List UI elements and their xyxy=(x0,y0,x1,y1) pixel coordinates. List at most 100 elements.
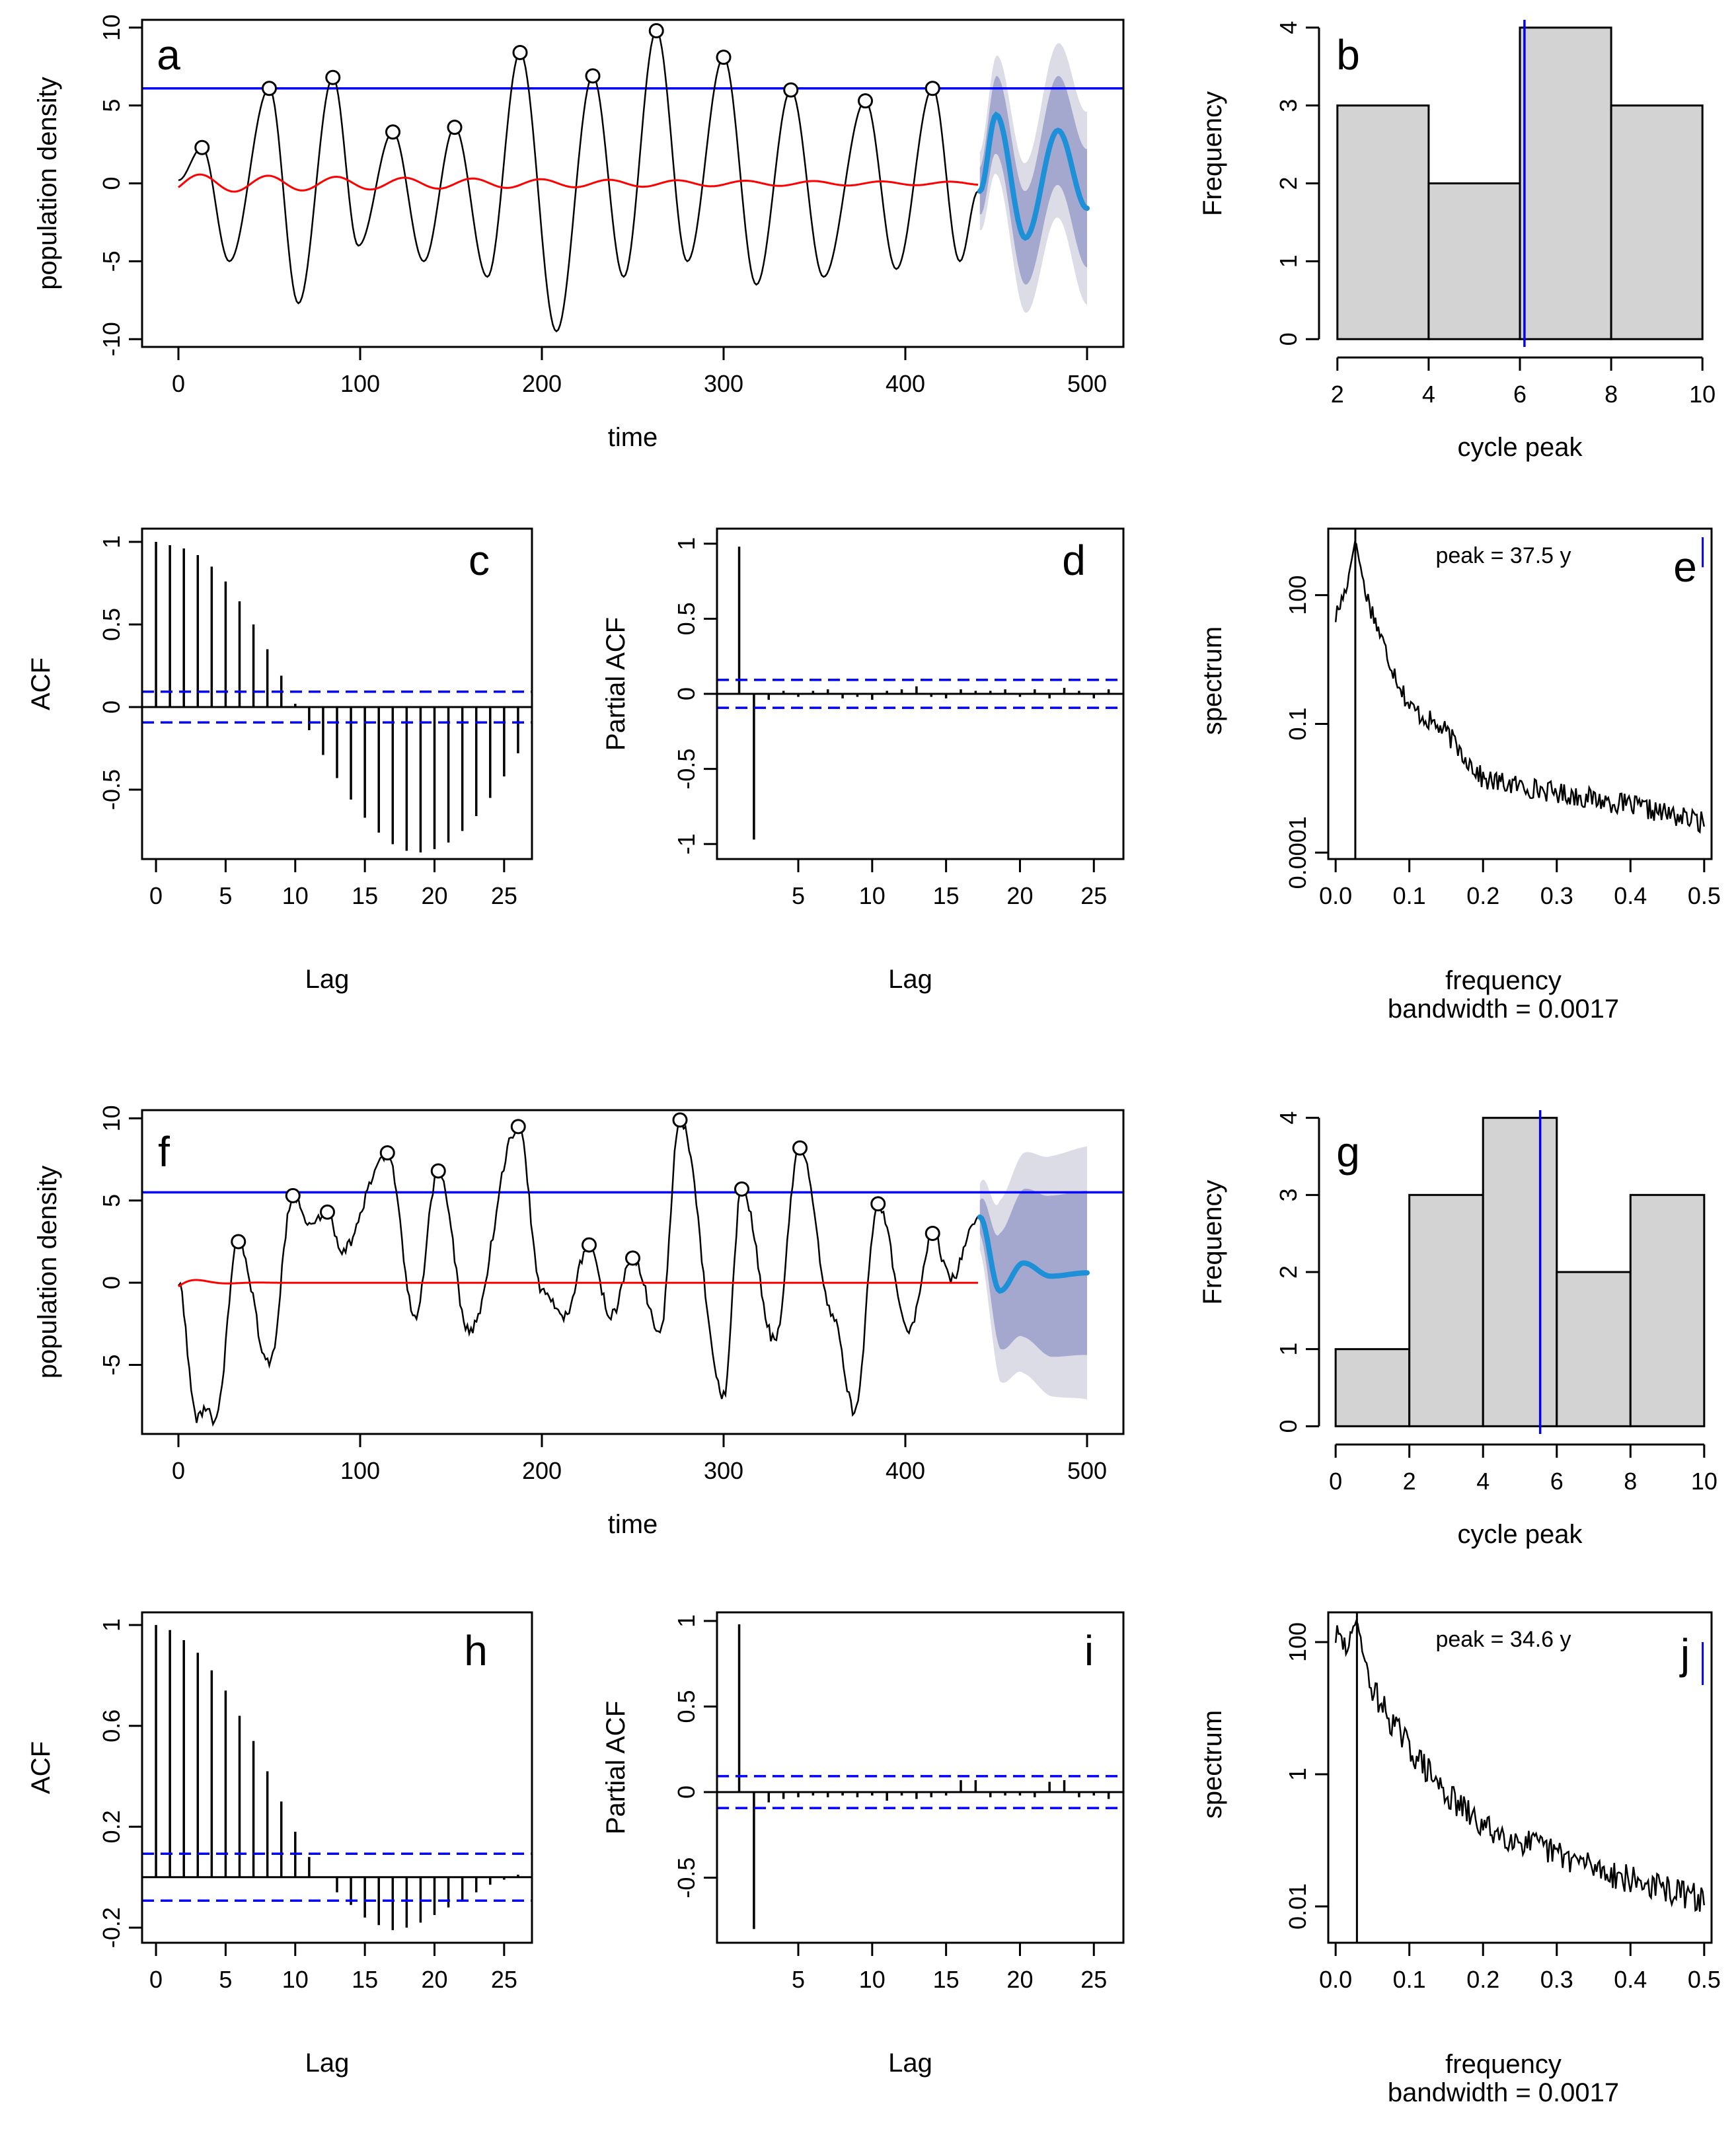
y-axis-label: Partial ACF xyxy=(601,617,630,751)
panel-f: 0 100 200 300 400 500 -5 0 5 10 time population den… xyxy=(33,1105,1125,1539)
y-axis-label: spectrum xyxy=(1198,626,1227,735)
x-tick-label: 0 xyxy=(1329,1468,1342,1495)
forecast-line xyxy=(977,1214,1090,1294)
y-tick-label: 5 xyxy=(98,1194,125,1207)
panel-label-i: i xyxy=(1084,1627,1094,1674)
x-tick-label: 100 xyxy=(340,370,380,397)
y-tick-label: 4 xyxy=(1275,1111,1302,1125)
x-tick-label: 4 xyxy=(1476,1468,1490,1495)
y-tick-label: -0.5 xyxy=(673,1858,700,1898)
y-tick-label: -1 xyxy=(673,833,700,854)
panel-b: 2 4 6 8 10 0 1 2 3 4 cycle peak Frequency b xyxy=(1198,20,1716,462)
y-tick-label: 0 xyxy=(673,687,700,700)
y-tick-label: -0.2 xyxy=(98,1907,125,1948)
panel-i: 5 10 15 20 25 -0.5 0 0.5 1 Lag Partial ACF i xyxy=(601,1611,1125,2078)
y-axis-label: population density xyxy=(33,1166,62,1378)
peak-marker xyxy=(716,50,732,65)
peak-annotation: peak = 34.6 y xyxy=(1435,1627,1571,1652)
x-tick-label: 0.3 xyxy=(1540,1966,1573,1993)
x-axis-label: time xyxy=(608,1510,658,1539)
y-axis-label: population density xyxy=(33,77,62,289)
x-tick-label: 5 xyxy=(219,1966,232,1993)
x-tick-label: 0.1 xyxy=(1393,1966,1426,1993)
panel-label-d: d xyxy=(1062,537,1086,584)
panel-j-frame xyxy=(1327,1611,1713,1944)
y-tick-label: -5 xyxy=(98,1355,125,1376)
x-tick-label: 300 xyxy=(704,1457,743,1484)
x-tick-label: 0.5 xyxy=(1688,1966,1721,1993)
y-tick-label: 5 xyxy=(98,99,125,112)
x-tick-label: 25 xyxy=(491,882,517,909)
histogram-bar xyxy=(1482,1117,1558,1427)
x-tick-label: 200 xyxy=(522,1457,562,1484)
peak-marker xyxy=(648,23,664,38)
histogram-bar xyxy=(1334,1348,1411,1427)
y-tick-label: 2 xyxy=(1275,176,1302,190)
forecast-band-inner xyxy=(979,1188,1087,1357)
x-tick-label: 0.1 xyxy=(1393,882,1426,909)
panel-label-f: f xyxy=(158,1128,170,1176)
x-tick-label: 20 xyxy=(1006,882,1033,909)
peak-marker xyxy=(379,1145,395,1161)
y-tick-label: -5 xyxy=(98,250,125,272)
model-trend-line xyxy=(178,1279,978,1288)
y-tick-label: 4 xyxy=(1275,21,1302,34)
y-axis-label: ACF xyxy=(26,657,56,710)
panel-e-frame xyxy=(1327,527,1713,860)
y-tick-label: 0.5 xyxy=(673,602,700,635)
x-tick-label: 0.2 xyxy=(1466,1966,1499,1993)
x-tick-label: 300 xyxy=(704,370,743,397)
x-axis-label: Lag xyxy=(305,965,350,994)
forecast-line xyxy=(977,111,1090,241)
peak-marker xyxy=(792,1140,808,1156)
x-tick-label: 25 xyxy=(1080,1966,1107,1993)
panel-c-frame xyxy=(141,527,533,860)
x-tick-label: 0.3 xyxy=(1540,882,1573,909)
histogram-bar xyxy=(1408,1193,1484,1427)
x-tick-label: 400 xyxy=(886,370,925,397)
y-tick-label: -0.5 xyxy=(673,749,700,790)
peak-marker xyxy=(430,1163,446,1179)
peak-marker xyxy=(925,1226,940,1242)
x-axis-label: frequency xyxy=(1445,966,1562,995)
y-tick-label: 0 xyxy=(1275,332,1302,346)
x-tick-label: 400 xyxy=(886,1457,925,1484)
population-series xyxy=(178,29,979,333)
peak-marker xyxy=(385,124,400,140)
y-tick-label: 0.5 xyxy=(673,1690,700,1723)
panel-label-g: g xyxy=(1336,1128,1360,1176)
peak-marker xyxy=(510,1119,526,1135)
panel-a-frame xyxy=(141,19,1125,348)
y-tick-label: 1 xyxy=(1284,1768,1311,1781)
y-axis-label: spectrum xyxy=(1198,1710,1227,1819)
x-axis-label: Lag xyxy=(888,965,932,994)
x-axis-label: cycle peak xyxy=(1458,433,1583,462)
x-tick-label: 15 xyxy=(933,882,960,909)
peak-marker xyxy=(858,93,873,109)
x-tick-label: 10 xyxy=(859,882,886,909)
x-tick-label: 2 xyxy=(1403,1468,1416,1495)
y-tick-label: 1 xyxy=(98,535,125,548)
peak-annotation: peak = 37.5 y xyxy=(1435,543,1571,568)
peak-marker xyxy=(447,120,463,135)
panel-a: 0 100 200 300 400 500 -10 -5 0 5 10 time population … xyxy=(33,15,1125,452)
x-axis-label: Lag xyxy=(888,2048,932,2078)
y-tick-label: 0 xyxy=(673,1785,700,1799)
x-tick-label: 0.4 xyxy=(1614,882,1647,909)
panel-i-frame xyxy=(716,1611,1125,1944)
y-tick-label: 0.1 xyxy=(1284,707,1311,740)
x-tick-label: 10 xyxy=(1691,1468,1717,1495)
spectrum-line xyxy=(1334,1618,1706,1912)
x-tick-label: 0.0 xyxy=(1319,882,1352,909)
x-tick-label: 2 xyxy=(1331,381,1344,408)
x-tick-label: 20 xyxy=(421,882,447,909)
y-tick-label: 0 xyxy=(98,176,125,190)
histogram-bar xyxy=(1336,104,1430,340)
x-axis-label: frequency xyxy=(1445,2050,1562,2079)
y-tick-label: 100 xyxy=(1284,576,1311,615)
peak-marker xyxy=(734,1181,749,1197)
x-tick-label: 0 xyxy=(172,1457,185,1484)
x-tick-label: 500 xyxy=(1067,1457,1107,1484)
model-trend-line xyxy=(178,173,979,193)
